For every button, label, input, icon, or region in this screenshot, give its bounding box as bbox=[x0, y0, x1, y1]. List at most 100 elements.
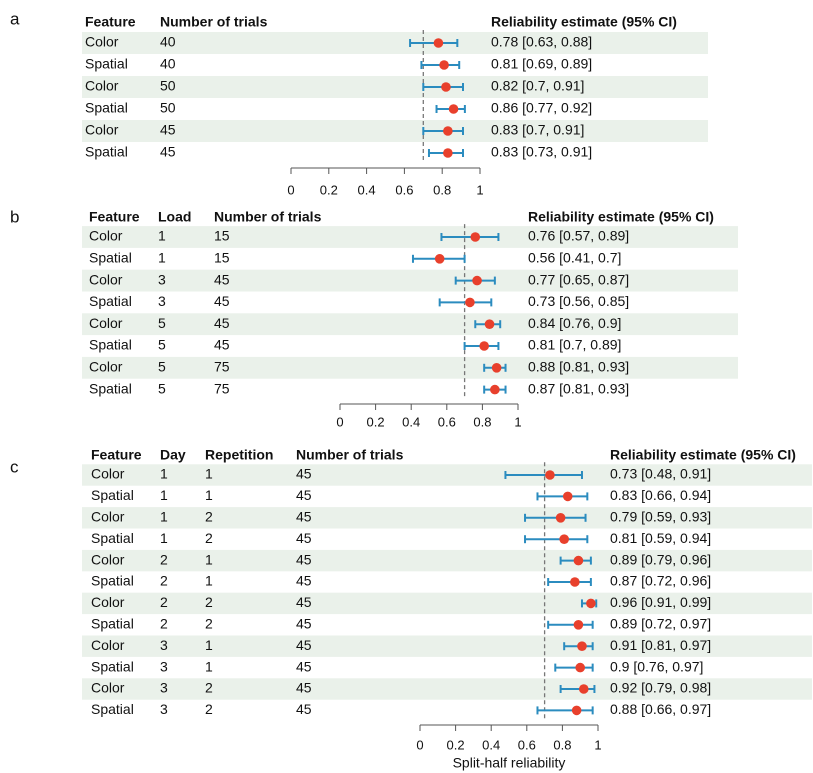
cell: 1 bbox=[158, 250, 166, 266]
ci-text: 0.91 [0.81, 0.97] bbox=[610, 637, 711, 653]
x-tick-label: 0.6 bbox=[518, 737, 536, 752]
row-band bbox=[82, 76, 708, 98]
cell: 40 bbox=[160, 34, 176, 50]
panel-label: b bbox=[10, 207, 19, 226]
cell: Spatial bbox=[89, 337, 132, 353]
cell: Spatial bbox=[91, 530, 134, 546]
column-header: Number of trials bbox=[214, 209, 322, 225]
cell: Spatial bbox=[89, 250, 132, 266]
ci-text: 0.84 [0.76, 0.9] bbox=[528, 315, 621, 331]
cell: 45 bbox=[296, 658, 312, 674]
x-tick-label: 1 bbox=[594, 737, 601, 752]
cell: 1 bbox=[160, 466, 168, 482]
column-header: Number of trials bbox=[160, 14, 268, 30]
cell: 3 bbox=[158, 293, 166, 309]
cell: 3 bbox=[158, 271, 166, 287]
estimate-point bbox=[434, 253, 445, 264]
cell: 1 bbox=[205, 637, 213, 653]
x-tick-label: 0.8 bbox=[473, 414, 491, 429]
cell: Spatial bbox=[85, 100, 128, 116]
ci-text: 0.83 [0.7, 0.91] bbox=[491, 122, 584, 138]
cell: 45 bbox=[296, 701, 312, 717]
cell: 2 bbox=[205, 509, 213, 525]
column-header: Feature bbox=[89, 209, 140, 225]
cell: 2 bbox=[160, 551, 168, 567]
cell: 50 bbox=[160, 100, 176, 116]
estimate-point bbox=[479, 341, 489, 351]
estimate-point bbox=[573, 620, 584, 630]
cell: 45 bbox=[296, 530, 312, 546]
cell: 1 bbox=[160, 530, 168, 546]
cell: Color bbox=[91, 509, 125, 525]
cell: 45 bbox=[296, 509, 312, 525]
ci-text: 0.76 [0.57, 0.89] bbox=[528, 228, 629, 244]
cell: 2 bbox=[160, 594, 168, 610]
x-tick-label: 1 bbox=[476, 182, 483, 197]
cell: Color bbox=[91, 551, 125, 567]
cell: Spatial bbox=[91, 573, 134, 589]
cell: 5 bbox=[158, 315, 166, 331]
row-band bbox=[82, 635, 812, 657]
ci-text: 0.81 [0.69, 0.89] bbox=[491, 56, 592, 72]
estimate-point bbox=[439, 60, 449, 70]
cell: 45 bbox=[214, 337, 230, 353]
column-header: Feature bbox=[85, 14, 136, 30]
ci-text: 0.73 [0.56, 0.85] bbox=[528, 293, 629, 309]
cell: 1 bbox=[158, 228, 166, 244]
cell: 45 bbox=[296, 594, 312, 610]
estimate-point bbox=[441, 82, 451, 92]
x-tick-label: 0.6 bbox=[395, 182, 413, 197]
ci-text: 0.88 [0.81, 0.93] bbox=[528, 359, 629, 375]
x-tick-label: 0 bbox=[336, 414, 343, 429]
row-band bbox=[82, 120, 708, 142]
cell: 45 bbox=[160, 144, 176, 160]
cell: Color bbox=[85, 78, 119, 94]
cell: 5 bbox=[158, 359, 166, 375]
column-header: Load bbox=[158, 209, 191, 225]
x-tick-label: 0.4 bbox=[402, 414, 420, 429]
ci-text: 0.89 [0.72, 0.97] bbox=[610, 616, 711, 632]
estimate-point bbox=[433, 38, 444, 48]
row-band bbox=[82, 678, 812, 700]
estimate-point bbox=[562, 491, 573, 502]
estimate-point bbox=[443, 126, 453, 136]
cell: 40 bbox=[160, 56, 176, 72]
row-band bbox=[82, 313, 738, 336]
estimate-point bbox=[490, 384, 500, 395]
cell: 45 bbox=[214, 271, 230, 287]
cell: 45 bbox=[296, 637, 312, 653]
row-band bbox=[82, 592, 812, 615]
cell: 2 bbox=[205, 701, 213, 717]
cell: 1 bbox=[205, 487, 213, 503]
column-header-ci: Reliability estimate (95% CI) bbox=[528, 209, 714, 225]
estimate-point bbox=[443, 148, 453, 158]
ci-text: 0.96 [0.91, 0.99] bbox=[610, 594, 711, 610]
x-tick-label: 0.6 bbox=[438, 414, 456, 429]
cell: 1 bbox=[205, 573, 213, 589]
ci-text: 0.82 [0.7, 0.91] bbox=[491, 78, 584, 94]
ci-text: 0.9 [0.76, 0.97] bbox=[610, 658, 703, 674]
cell: 5 bbox=[158, 380, 166, 396]
ci-text: 0.77 [0.65, 0.87] bbox=[528, 271, 629, 287]
cell: Spatial bbox=[91, 658, 134, 674]
cell: Color bbox=[89, 359, 123, 375]
x-tick-label: 1 bbox=[514, 414, 521, 429]
x-tick-label: 0.8 bbox=[433, 182, 451, 197]
cell: Color bbox=[91, 637, 125, 653]
x-tick-label: 0.2 bbox=[320, 182, 338, 197]
row-band bbox=[82, 356, 738, 379]
cell: 2 bbox=[205, 594, 213, 610]
ci-text: 0.87 [0.81, 0.93] bbox=[528, 380, 629, 396]
cell: Spatial bbox=[85, 56, 128, 72]
cell: Color bbox=[91, 680, 125, 696]
cell: Spatial bbox=[91, 701, 134, 717]
cell: 15 bbox=[214, 250, 230, 266]
cell: 45 bbox=[296, 616, 312, 632]
cell: 1 bbox=[205, 466, 213, 482]
cell: 50 bbox=[160, 78, 176, 94]
row-band bbox=[82, 269, 738, 292]
column-header-ci: Reliability estimate (95% CI) bbox=[610, 447, 796, 463]
cell: 45 bbox=[296, 573, 312, 589]
cell: Color bbox=[89, 228, 123, 244]
